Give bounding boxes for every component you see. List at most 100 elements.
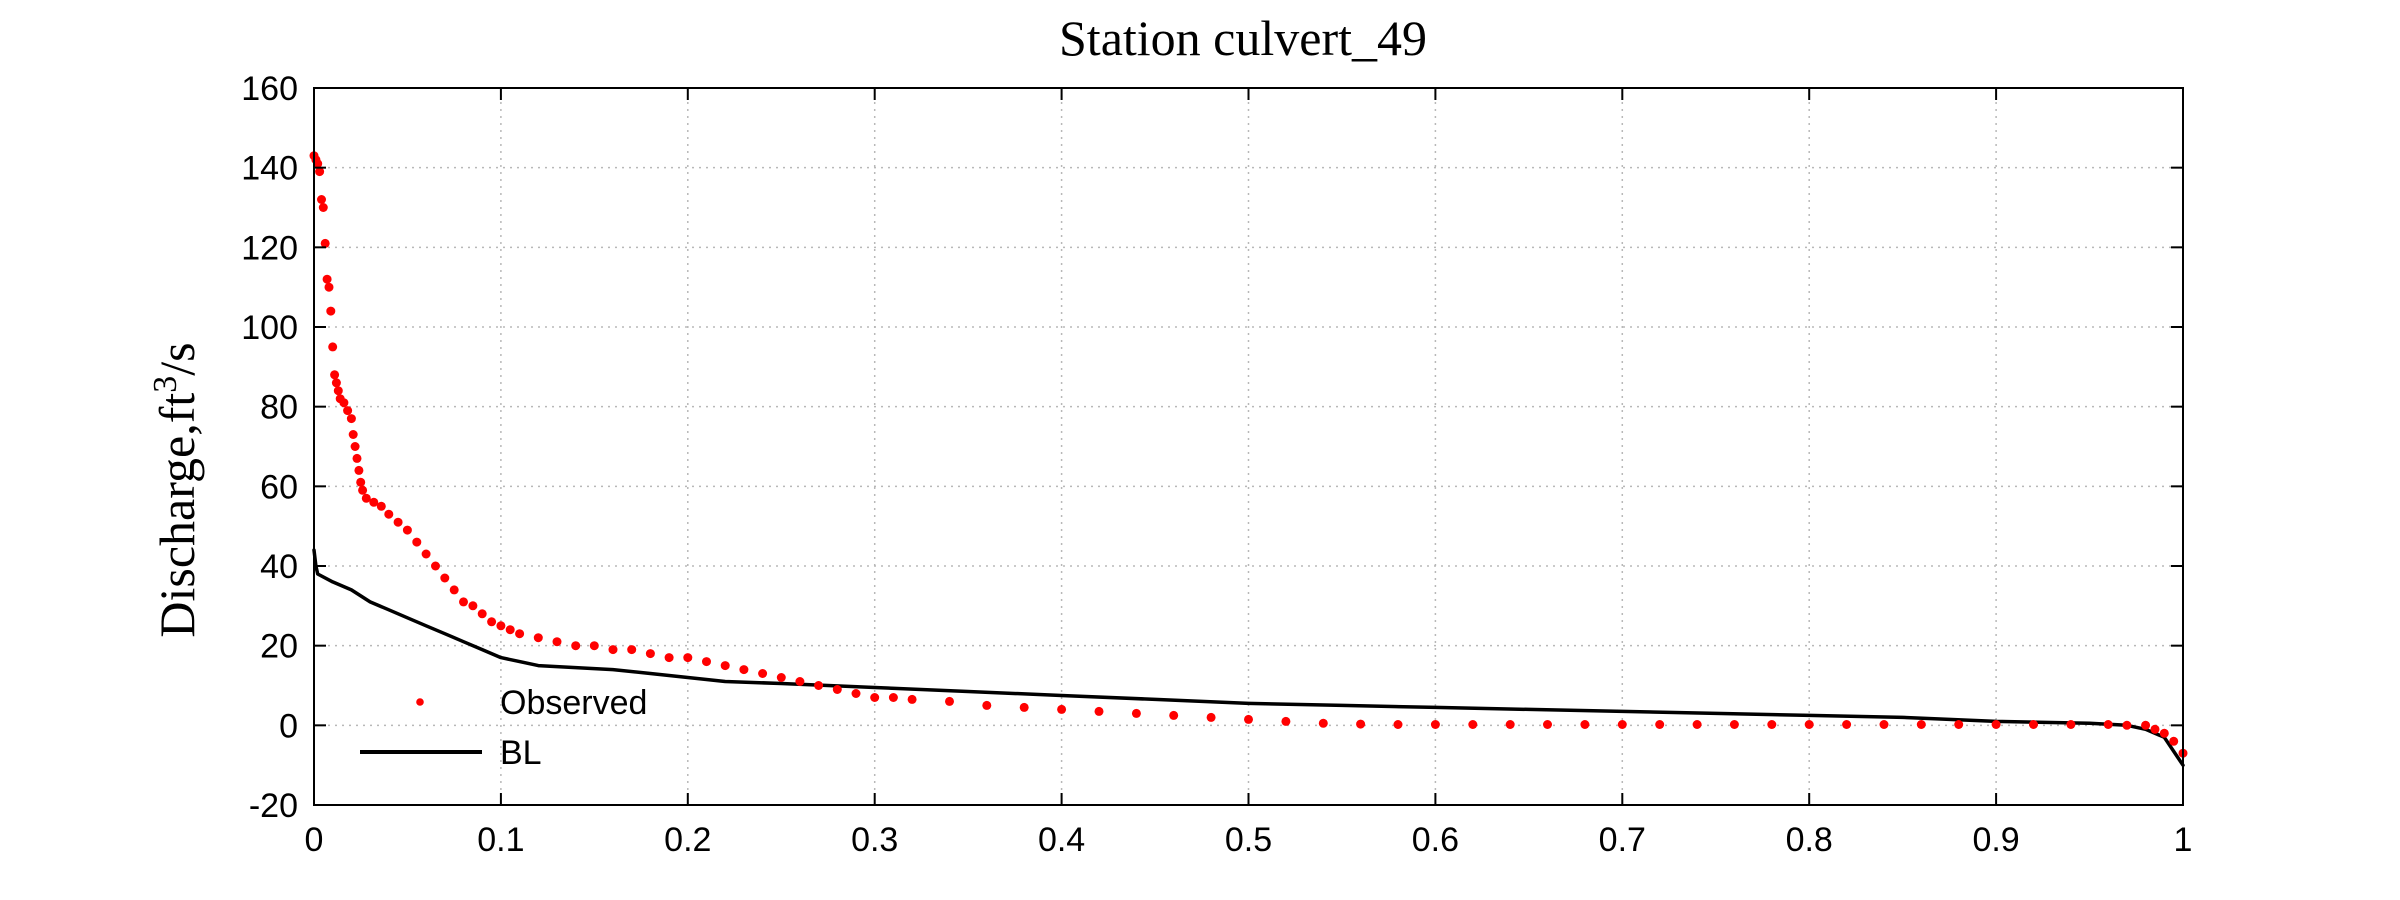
observed-point — [1057, 704, 1067, 714]
observed-point — [384, 509, 394, 519]
x-tick-labels: 0 0.1 0.2 0.3 0.4 0.5 0.6 0.7 0.8 0.9 1 — [305, 821, 2193, 859]
observed-point — [1543, 720, 1552, 729]
observed-point — [2159, 728, 2169, 738]
bl-series-line — [312, 548, 2185, 767]
y-tick-label: 140 — [241, 150, 298, 188]
x-tick-label: 0 — [305, 821, 324, 859]
observed-point — [571, 641, 581, 651]
observed-point — [608, 645, 618, 655]
observed-point — [739, 665, 749, 675]
observed-point — [720, 661, 730, 671]
observed-point — [552, 637, 562, 647]
gridlines — [314, 88, 2183, 805]
y-tick-label: 20 — [260, 628, 298, 666]
observed-point — [1356, 719, 1366, 729]
observed-point — [1169, 710, 1179, 720]
observed-point — [496, 621, 506, 631]
observed-point — [1954, 720, 1964, 729]
observed-point — [1430, 720, 1440, 729]
observed-series — [309, 151, 2188, 758]
observed-point — [1804, 720, 1814, 729]
y-axis-label-sup: 3 — [147, 376, 184, 393]
observed-point — [421, 549, 431, 559]
x-tick-label: 0.4 — [1038, 821, 1085, 859]
x-tick-label: 0.2 — [664, 821, 711, 859]
observed-point — [2103, 720, 2113, 729]
observed-point — [459, 597, 468, 607]
observed-point — [2066, 720, 2076, 729]
y-tick-labels: -20 0 20 40 60 80 100 120 140 160 — [241, 70, 298, 825]
x-tick-label: 0.9 — [1972, 821, 2019, 859]
observed-point — [402, 525, 412, 535]
observed-point — [1991, 720, 2001, 729]
observed-point — [356, 477, 366, 487]
observed-point — [339, 398, 349, 408]
observed-point — [328, 342, 338, 352]
observed-point — [664, 653, 674, 663]
observed-point — [352, 453, 362, 463]
y-tick-label: 0 — [279, 707, 298, 745]
observed-point — [1879, 720, 1889, 729]
plot-series — [309, 151, 2188, 767]
observed-point — [814, 681, 824, 690]
x-tick-label: 0.7 — [1599, 821, 1646, 859]
observed-point — [331, 378, 341, 388]
observed-point — [487, 617, 497, 627]
observed-point — [1505, 720, 1515, 729]
observed-point — [324, 282, 334, 292]
observed-point — [313, 159, 323, 169]
observed-point — [832, 685, 842, 694]
observed-point — [393, 517, 403, 527]
observed-point — [1468, 720, 1478, 729]
observed-point — [2150, 724, 2160, 734]
observed-point — [945, 696, 954, 706]
observed-point — [1767, 720, 1777, 729]
observed-point — [2141, 720, 2151, 730]
observed-point — [322, 274, 332, 284]
observed-point — [326, 306, 336, 316]
observed-point — [361, 493, 371, 503]
legend: Observed BL — [360, 684, 647, 772]
observed-point — [2029, 720, 2038, 729]
observed-point — [1580, 720, 1590, 729]
observed-point — [348, 430, 358, 439]
observed-point — [440, 573, 450, 583]
observed-point — [776, 673, 786, 682]
observed-point — [1692, 720, 1702, 729]
observed-point — [350, 442, 360, 451]
observed-point — [758, 669, 768, 678]
observed-point — [627, 645, 637, 655]
observed-point — [1281, 716, 1291, 726]
observed-point — [1244, 714, 1253, 724]
observed-point — [515, 629, 525, 639]
y-axis-label: Discharge,ft3/s — [147, 342, 205, 637]
observed-point — [354, 465, 364, 475]
x-tick-label: 0.3 — [851, 821, 898, 859]
chart-title: Station culvert_49 — [1059, 10, 1427, 66]
observed-point — [343, 406, 353, 416]
y-tick-label: 100 — [241, 309, 298, 347]
observed-point — [1842, 720, 1852, 729]
observed-point — [1655, 720, 1665, 729]
observed-point — [683, 653, 693, 663]
observed-point — [907, 694, 917, 704]
y-tick-label: 40 — [260, 548, 298, 586]
observed-point — [888, 693, 898, 702]
observed-point — [477, 609, 487, 619]
y-tick-label: 80 — [260, 389, 298, 427]
observed-point — [333, 386, 343, 396]
observed-point — [851, 689, 861, 698]
observed-point — [318, 203, 328, 212]
legend-bl-label: BL — [500, 734, 542, 772]
observed-point — [1916, 720, 1926, 729]
observed-point — [870, 693, 880, 702]
observed-point — [1094, 706, 1104, 716]
axis-ticks — [313, 87, 2184, 806]
observed-point — [1318, 718, 1328, 728]
observed-point — [315, 167, 325, 177]
observed-point — [982, 700, 992, 710]
legend-observed-label: Observed — [500, 684, 647, 722]
y-axis-label-main: Discharge,ft — [149, 393, 205, 638]
observed-point — [1131, 708, 1141, 718]
